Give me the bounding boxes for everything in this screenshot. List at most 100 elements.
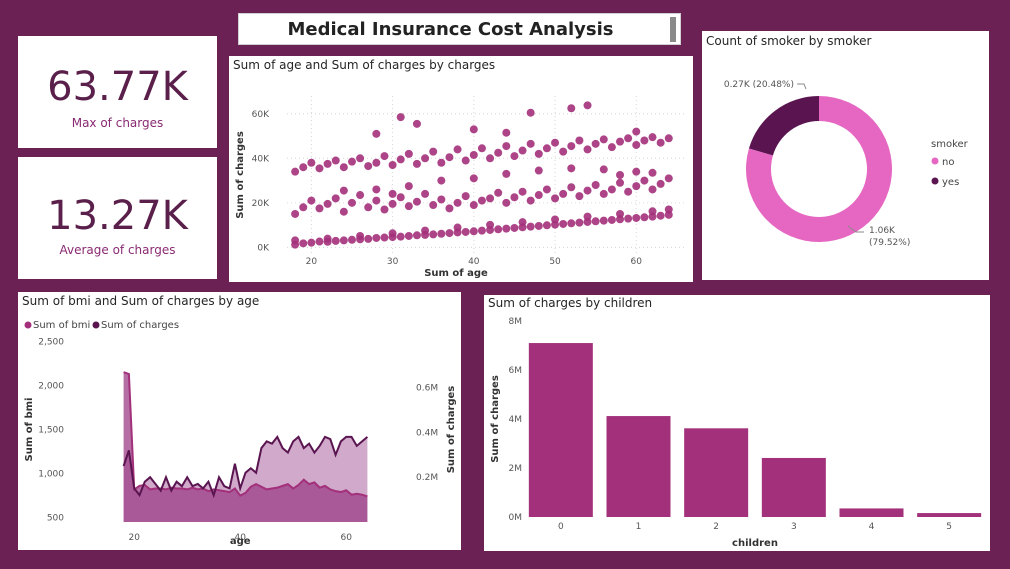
scatter-point[interactable] <box>396 155 405 164</box>
scatter-point[interactable] <box>380 152 389 161</box>
scatter-point[interactable] <box>461 227 470 236</box>
scatter-point[interactable] <box>526 196 535 205</box>
scatter-point[interactable] <box>412 197 421 206</box>
scatter-point[interactable] <box>494 225 503 234</box>
scatter-point[interactable] <box>388 199 397 208</box>
scatter-point[interactable] <box>339 163 348 172</box>
scatter-point[interactable] <box>372 129 381 138</box>
scatter-point[interactable] <box>339 236 348 245</box>
scatter-point[interactable] <box>372 233 381 242</box>
scatter-point[interactable] <box>502 128 511 137</box>
scatter-point[interactable] <box>331 194 340 203</box>
scatter-point[interactable] <box>518 146 527 155</box>
scatter-point[interactable] <box>575 192 584 201</box>
scatter-point[interactable] <box>347 235 356 244</box>
scatter-point[interactable] <box>510 193 519 202</box>
scatter-point[interactable] <box>299 239 308 248</box>
scatter-point[interactable] <box>291 209 300 218</box>
scatter-point[interactable] <box>632 167 641 176</box>
scatter-point[interactable] <box>591 139 600 148</box>
scatter-point[interactable] <box>404 182 413 191</box>
scatter-point[interactable] <box>559 189 568 198</box>
scatter-chart[interactable]: 20 30 40 50 60 0K 20K 40K 60K Sum of age Sum of ch… <box>229 56 693 282</box>
scatter-point[interactable] <box>339 186 348 195</box>
scatter-point[interactable] <box>583 212 592 221</box>
scatter-point[interactable] <box>469 125 478 134</box>
scatter-point[interactable] <box>607 185 616 194</box>
scatter-point[interactable] <box>469 174 478 183</box>
scatter-point[interactable] <box>364 234 373 243</box>
scatter-point[interactable] <box>364 203 373 212</box>
charges-line[interactable] <box>122 435 369 499</box>
scatter-point[interactable] <box>445 153 454 162</box>
scatter-point[interactable] <box>461 192 470 201</box>
scatter-point[interactable] <box>388 160 397 169</box>
scatter-point[interactable] <box>599 216 608 225</box>
scatter-point[interactable] <box>648 168 657 177</box>
scatter-point[interactable] <box>616 178 625 187</box>
scatter-point[interactable] <box>307 196 316 205</box>
scatter-point[interactable] <box>526 222 535 231</box>
scatter-point[interactable] <box>640 213 649 222</box>
scatter-point[interactable] <box>624 134 633 143</box>
scatter-point[interactable] <box>356 154 365 163</box>
scatter-point[interactable] <box>299 203 308 212</box>
scatter-point[interactable] <box>477 196 486 205</box>
scatter-point[interactable] <box>502 224 511 233</box>
bar-5[interactable] <box>917 513 982 517</box>
scatter-point[interactable] <box>559 219 568 228</box>
scatter-point[interactable] <box>656 211 665 220</box>
scatter-point[interactable] <box>372 158 381 167</box>
scatter-point[interactable] <box>583 186 592 195</box>
scatter-point[interactable] <box>591 181 600 190</box>
scatter-point[interactable] <box>477 144 486 153</box>
scatter-point[interactable] <box>323 159 332 168</box>
scatter-point[interactable] <box>534 166 543 175</box>
scatter-point[interactable] <box>347 157 356 166</box>
scatter-point[interactable] <box>518 187 527 196</box>
scatter-point[interactable] <box>331 236 340 245</box>
scatter-point[interactable] <box>583 145 592 154</box>
scatter-point[interactable] <box>656 179 665 188</box>
scatter-point[interactable] <box>624 187 633 196</box>
scatter-point[interactable] <box>510 152 519 161</box>
scatter-point[interactable] <box>542 144 551 153</box>
scatter-point[interactable] <box>437 158 446 167</box>
scatter-point[interactable] <box>575 136 584 145</box>
scatter-point[interactable] <box>323 234 332 243</box>
scatter-point[interactable] <box>469 201 478 210</box>
scatter-point[interactable] <box>656 138 665 147</box>
scatter-point[interactable] <box>291 236 300 245</box>
scatter-point[interactable] <box>648 207 657 216</box>
scatter-point[interactable] <box>469 150 478 159</box>
scatter-point[interactable] <box>477 226 486 235</box>
scatter-point[interactable] <box>494 148 503 157</box>
scatter-point[interactable] <box>534 221 543 230</box>
scatter-point[interactable] <box>429 230 438 239</box>
scatter-point[interactable] <box>421 154 430 163</box>
scatter-point[interactable] <box>307 238 316 247</box>
donut-slice-no[interactable] <box>746 96 892 242</box>
scatter-point[interactable] <box>502 198 511 207</box>
scatter-point[interactable] <box>607 215 616 224</box>
bar-0[interactable] <box>528 343 593 517</box>
scatter-point[interactable] <box>291 167 300 176</box>
scatter-point[interactable] <box>640 176 649 185</box>
scatter-point[interactable] <box>648 133 657 142</box>
scatter-point[interactable] <box>356 191 365 200</box>
scatter-point[interactable] <box>551 138 560 147</box>
scatter-point[interactable] <box>534 149 543 158</box>
title-scrollbar[interactable] <box>670 17 676 42</box>
scatter-point[interactable] <box>599 135 608 144</box>
scatter-point[interactable] <box>599 189 608 198</box>
scatter-point[interactable] <box>567 104 576 113</box>
scatter-point[interactable] <box>380 205 389 214</box>
bar-3[interactable] <box>761 457 826 517</box>
scatter-point[interactable] <box>429 201 438 210</box>
scatter-point[interactable] <box>445 229 454 238</box>
scatter-point[interactable] <box>542 221 551 230</box>
scatter-point[interactable] <box>502 142 511 151</box>
scatter-point[interactable] <box>469 227 478 236</box>
scatter-point[interactable] <box>299 163 308 172</box>
scatter-point[interactable] <box>567 219 576 228</box>
